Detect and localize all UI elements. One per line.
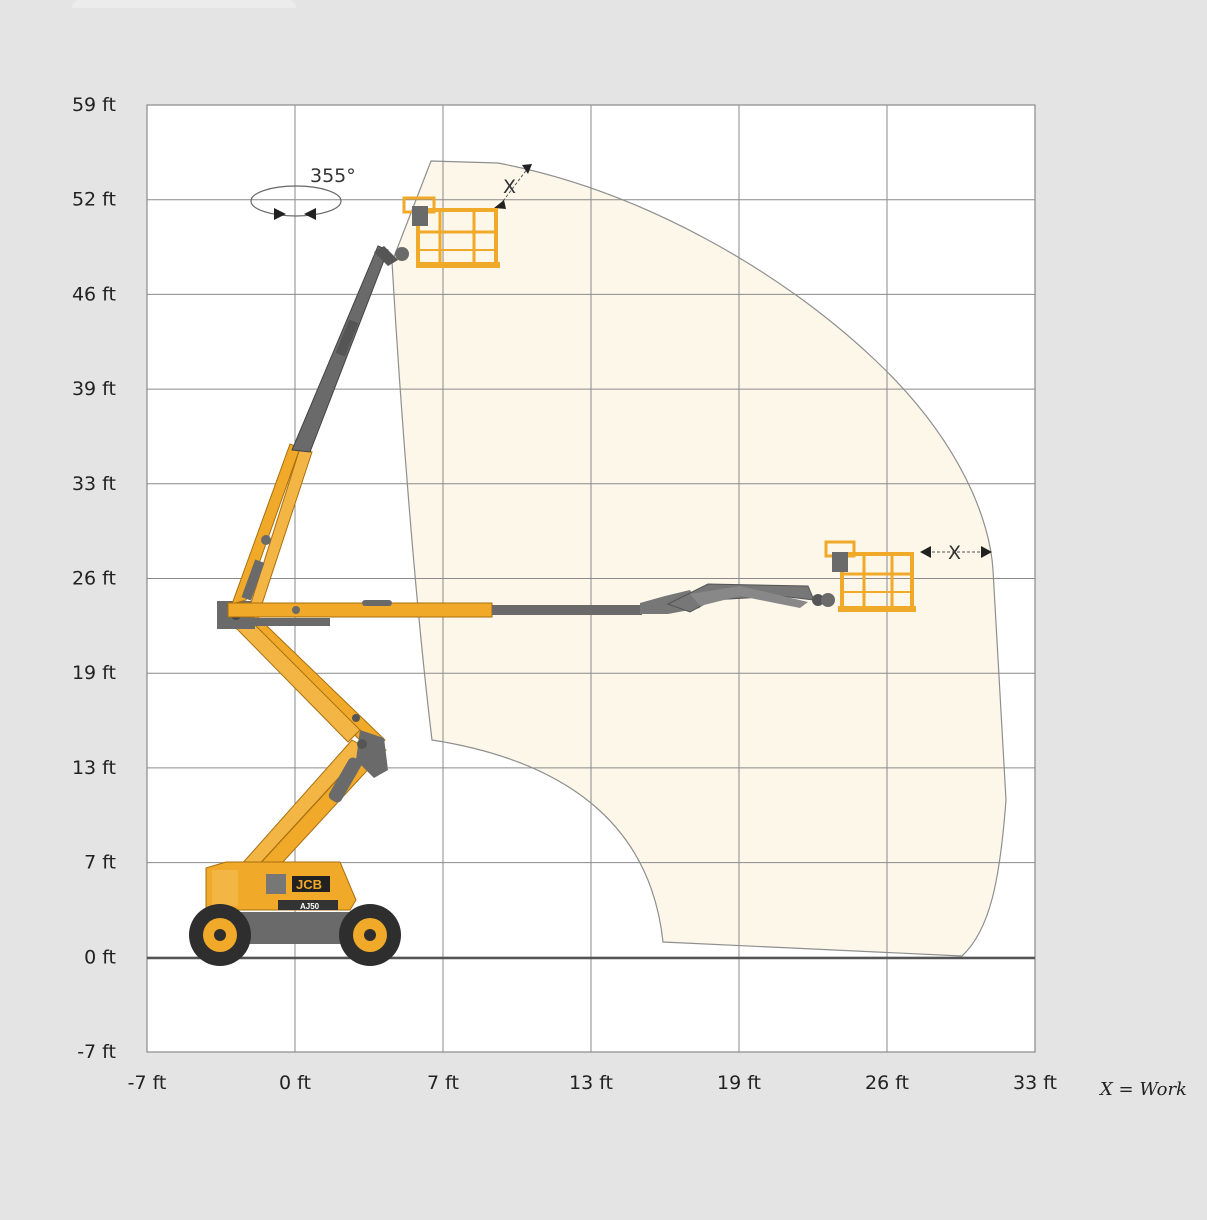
- upper-boom-raised: [231, 245, 398, 607]
- jcb-badge: [292, 876, 330, 892]
- y-tick-label: 46 ft: [72, 283, 116, 305]
- machine-model-text: AJ50: [300, 902, 320, 911]
- legend-text: X = Work: [1098, 1079, 1187, 1100]
- top-basket: [395, 196, 500, 268]
- x-tick-label: -7 ft: [128, 1072, 167, 1094]
- y-axis-labels: 59 ft 52 ft 46 ft 39 ft 33 ft 26 ft 19 ft 13 ft…: [72, 94, 116, 1063]
- top-outreach-marker: X: [494, 164, 532, 209]
- x-tick-label: 19 ft: [717, 1072, 761, 1094]
- y-tick-label: -7 ft: [77, 1041, 116, 1063]
- x-tick-label: 7 ft: [427, 1072, 459, 1094]
- y-tick-label: 19 ft: [72, 662, 116, 684]
- machine-wheels: [189, 904, 401, 966]
- y-tick-label: 7 ft: [84, 852, 116, 874]
- rotation-label: 355°: [310, 165, 356, 187]
- y-tick-label: 0 ft: [84, 946, 116, 968]
- x-tick-label: 13 ft: [569, 1072, 613, 1094]
- x-tick-label: 0 ft: [279, 1072, 311, 1094]
- x-axis-labels: -7 ft 0 ft 7 ft 13 ft 19 ft 26 ft 33 ft: [128, 1072, 1057, 1094]
- jcb-badge-text: JCB: [296, 877, 322, 892]
- side-outreach-marker: X: [920, 542, 992, 564]
- x-tick-label: 33 ft: [1013, 1072, 1057, 1094]
- y-tick-label: 52 ft: [72, 189, 116, 211]
- machine-chassis: JCB AJ50: [205, 861, 357, 944]
- boom-lift-machine: JCB AJ50: [189, 196, 916, 966]
- top-outreach-x: X: [503, 176, 516, 198]
- y-tick-label: 39 ft: [72, 378, 116, 400]
- y-tick-label: 33 ft: [72, 473, 116, 495]
- x-tick-label: 26 ft: [865, 1072, 909, 1094]
- y-tick-label: 13 ft: [72, 757, 116, 779]
- side-outreach-x: X: [948, 542, 961, 564]
- y-tick-label: 59 ft: [72, 94, 116, 116]
- riser-arms: [227, 601, 388, 877]
- rotation-indicator: 355°: [250, 165, 356, 220]
- y-tick-label: 26 ft: [72, 568, 116, 590]
- upper-boom-horizontal: [227, 583, 824, 626]
- side-basket: [821, 540, 916, 612]
